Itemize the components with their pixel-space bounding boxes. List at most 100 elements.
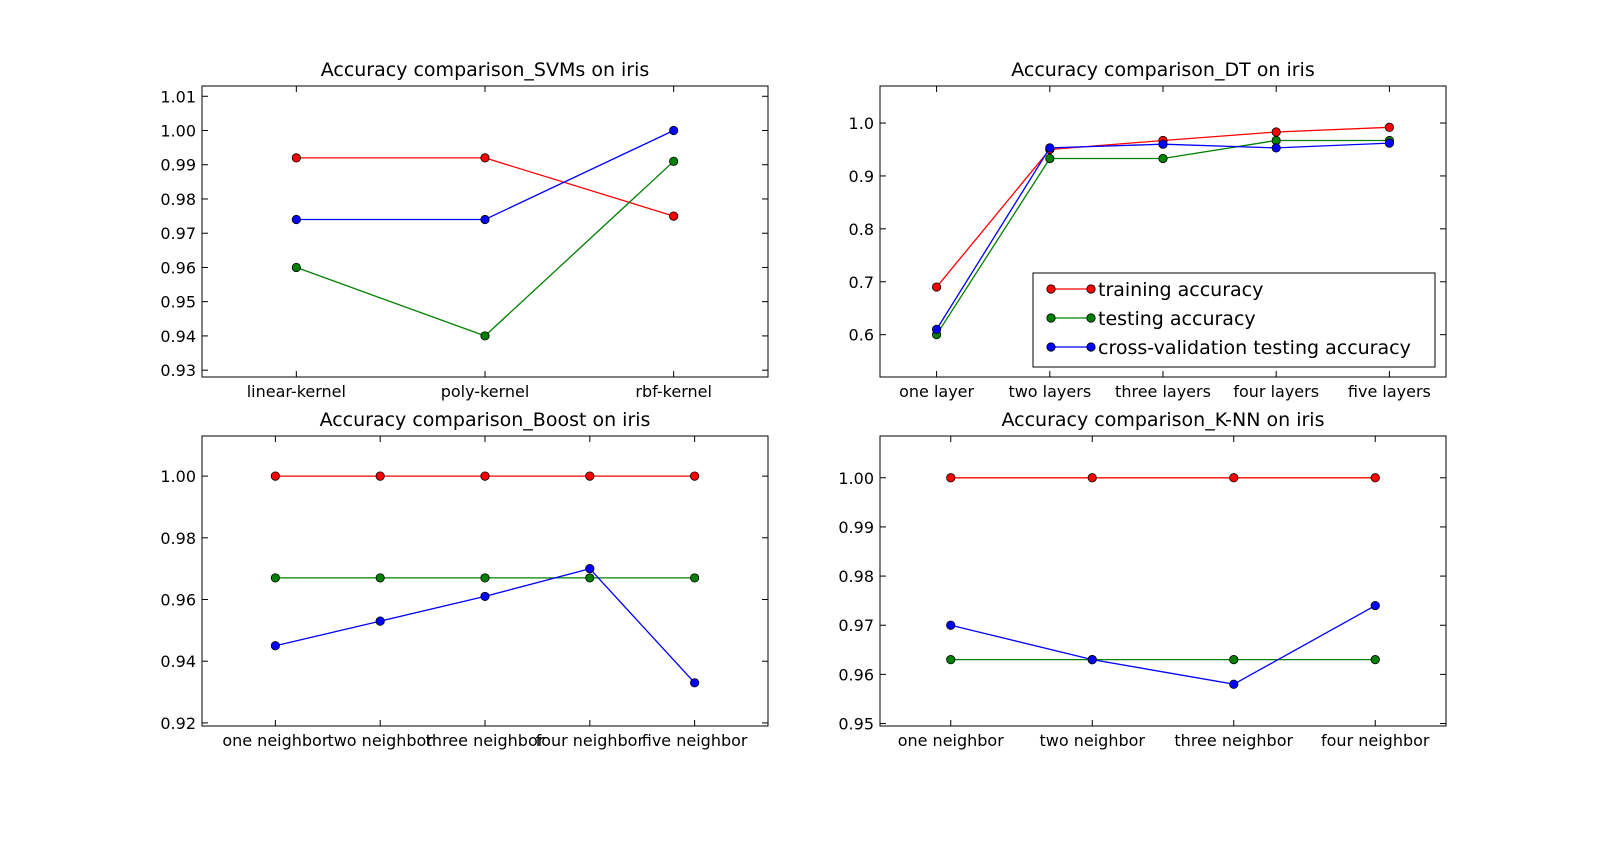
data-point-cv	[1045, 143, 1055, 153]
chart-title: Accuracy comparison_Boost on iris	[320, 409, 651, 431]
x-tick-label: five layers	[1348, 382, 1431, 401]
data-point-training	[669, 211, 679, 221]
data-point-training	[270, 471, 280, 481]
legend-label: cross-validation testing accuracy	[1098, 337, 1411, 359]
data-point-cv	[1384, 138, 1395, 148]
data-point-testing	[480, 331, 490, 341]
dt-accuracy-chart: Accuracy comparison_DT on iris 0.6 0.7 0.8 0…	[849, 59, 1447, 401]
data-point-testing	[1370, 655, 1380, 665]
legend-marker	[1086, 313, 1096, 323]
data-point-training	[585, 471, 595, 481]
x-tick-label: five neighbor	[642, 731, 748, 750]
data-point-training	[375, 471, 385, 481]
x-tick-label: poly-kernel	[441, 382, 530, 401]
y-tick-label: 1.01	[160, 87, 196, 106]
data-point-training	[1370, 473, 1380, 483]
x-tick-label: one layer	[899, 382, 974, 401]
legend-marker	[1046, 313, 1056, 323]
y-tick-label: 0.9	[849, 167, 874, 186]
data-point-cv	[1229, 679, 1239, 689]
series-line-training	[296, 157, 674, 217]
y-tick-label: 0.95	[160, 293, 196, 312]
y-tick-label: 0.95	[838, 715, 874, 734]
data-point-testing	[946, 655, 956, 665]
svm-accuracy-chart: Accuracy comparison_SVMs on iris 0.93 0.94…	[160, 59, 769, 401]
y-tick-label: 0.98	[160, 529, 196, 548]
x-tick-label: three neighbor	[426, 731, 545, 750]
y-tick-label: 1.00	[838, 469, 874, 488]
x-tick-label: two layers	[1008, 382, 1091, 401]
y-tick-label: 0.8	[849, 220, 874, 239]
data-point-cv	[1087, 655, 1097, 665]
y-tick-label: 0.96	[160, 591, 196, 610]
data-point-training	[931, 282, 942, 292]
series-line-cv	[275, 567, 696, 684]
x-tick-label: rbf-kernel	[635, 382, 712, 401]
data-point-testing	[1229, 655, 1239, 665]
data-point-testing	[1158, 153, 1168, 164]
x-tick-label: two neighbor	[327, 731, 433, 750]
data-point-testing	[270, 573, 280, 583]
chart-title: Accuracy comparison_K-NN on iris	[1002, 409, 1325, 431]
data-point-cv	[1271, 143, 1281, 153]
y-tick-label: 0.99	[838, 518, 874, 537]
x-tick-label: three neighbor	[1174, 731, 1293, 750]
y-tick-label: 0.97	[838, 616, 874, 635]
legend-marker	[1086, 284, 1096, 294]
x-tick-label: one neighbor	[898, 731, 1005, 750]
series-line-cv	[296, 129, 674, 221]
knn-accuracy-chart: Accuracy comparison_K-NN on iris 0.95 0.96…	[838, 409, 1447, 750]
legend-label: testing accuracy	[1098, 308, 1256, 330]
plot-frame	[879, 435, 1447, 727]
data-point-cv	[1370, 600, 1380, 611]
y-tick-label: 0.96	[838, 665, 874, 684]
legend-label: training accuracy	[1098, 279, 1263, 301]
data-point-testing	[690, 573, 700, 583]
data-point-testing	[375, 573, 385, 583]
data-point-training	[690, 471, 700, 481]
x-tick-label: two neighbor	[1040, 731, 1146, 750]
data-point-cv	[480, 214, 490, 225]
y-tick-label: 1.00	[160, 122, 196, 141]
data-point-testing	[669, 156, 679, 166]
legend-box	[1032, 272, 1436, 368]
x-tick-label: four neighbor	[1321, 731, 1430, 750]
legend-marker	[1046, 284, 1056, 294]
y-tick-label: 0.98	[838, 567, 874, 586]
data-point-cv	[270, 641, 280, 651]
y-tick-label: 0.96	[160, 258, 196, 277]
data-point-cv	[585, 564, 595, 574]
data-point-cv	[480, 591, 490, 602]
data-point-testing	[585, 573, 595, 583]
data-point-training	[480, 153, 490, 163]
x-tick-label: four neighbor	[536, 731, 645, 750]
data-point-testing	[291, 262, 301, 273]
data-point-training	[291, 153, 301, 163]
series-line-testing	[296, 160, 675, 337]
y-tick-label: 0.98	[160, 190, 196, 209]
data-point-testing	[480, 573, 490, 583]
series-line-training	[936, 126, 1390, 288]
y-tick-label: 0.97	[160, 224, 196, 243]
data-point-training	[1271, 127, 1281, 137]
y-tick-label: 0.92	[160, 714, 196, 733]
x-tick-label: four layers	[1233, 382, 1319, 401]
data-point-training	[1087, 473, 1097, 483]
data-point-training	[480, 471, 490, 481]
data-point-training	[1384, 122, 1395, 132]
chart-title: Accuracy comparison_DT on iris	[1011, 59, 1314, 81]
y-tick-label: 0.99	[160, 156, 196, 175]
y-tick-label: 1.0	[849, 114, 874, 133]
y-tick-label: 0.94	[160, 327, 196, 346]
series-line-cv	[950, 605, 1376, 685]
legend-marker	[1086, 342, 1096, 352]
data-point-cv	[375, 616, 385, 626]
y-tick-label: 0.7	[849, 273, 874, 292]
data-point-training	[946, 473, 956, 483]
chart-title: Accuracy comparison_SVMs on iris	[321, 59, 650, 81]
data-point-testing	[1045, 153, 1055, 164]
x-tick-label: three layers	[1115, 382, 1211, 401]
y-tick-label: 1.00	[160, 467, 196, 486]
y-tick-label: 0.93	[160, 361, 196, 380]
x-tick-label: linear-kernel	[247, 382, 346, 401]
